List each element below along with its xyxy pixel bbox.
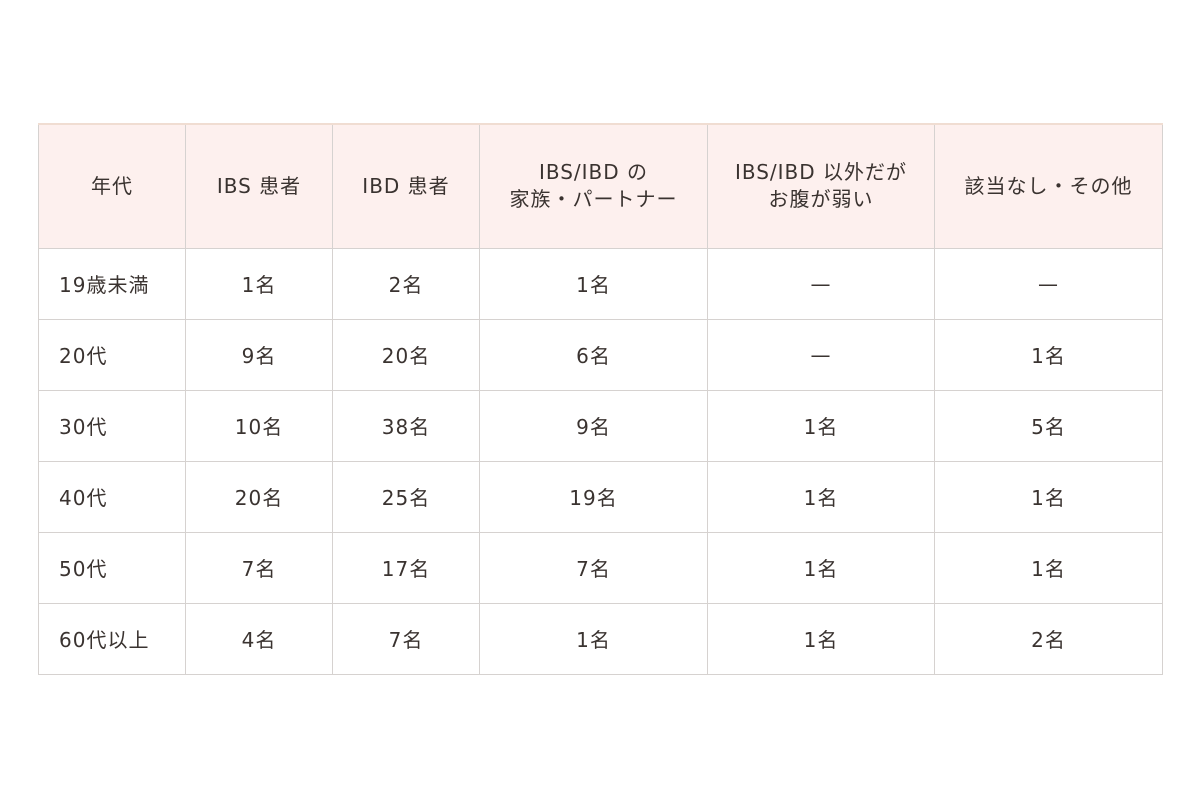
count-cell: — bbox=[934, 247, 1163, 320]
count-cell: 9名 bbox=[479, 389, 708, 462]
count-cell: 7名 bbox=[479, 531, 708, 604]
age-group-cell: 40代 bbox=[38, 460, 186, 533]
count-cell: 1名 bbox=[707, 531, 935, 604]
column-header: 年代 bbox=[38, 123, 186, 249]
column-header-line: 年代 bbox=[91, 173, 133, 198]
count-cell: 1名 bbox=[934, 318, 1163, 391]
column-header: IBD 患者 bbox=[332, 123, 480, 249]
table-body: 19歳未満 1名 2名 1名 — —20代 9名 20名 6名 —1名 30代 10名 38名 9名 1名 5… bbox=[38, 247, 1163, 675]
count-cell: 2名 bbox=[934, 602, 1163, 675]
table-row: 19歳未満 1名 2名 1名 — — bbox=[38, 247, 1163, 320]
count-cell: 1名 bbox=[479, 602, 708, 675]
count-cell: — bbox=[707, 318, 935, 391]
count-cell: 10名 bbox=[185, 389, 333, 462]
table-row: 20代 9名 20名 6名 —1名 bbox=[38, 318, 1163, 391]
count-cell: 1名 bbox=[479, 247, 708, 320]
column-header-line: お腹が弱い bbox=[768, 187, 874, 212]
column-header: IBS/IBD 以外だが お腹が弱い bbox=[707, 123, 935, 249]
count-cell: 1名 bbox=[707, 389, 935, 462]
column-header: IBS/IBD の家族・パートナー bbox=[479, 123, 708, 249]
count-cell: 1名 bbox=[934, 460, 1163, 533]
count-cell: — bbox=[707, 247, 935, 320]
column-header-line: 家族・パートナー bbox=[509, 187, 678, 212]
column-header-line: IBS/IBD の bbox=[538, 160, 649, 185]
count-cell: 20名 bbox=[332, 318, 480, 391]
age-group-cell: 30代 bbox=[38, 389, 186, 462]
column-header: 該当なし・その他 bbox=[934, 123, 1163, 249]
table-row: 60代以上 4名 7名 1名 1名 2名 bbox=[38, 602, 1163, 675]
count-cell: 19名 bbox=[479, 460, 708, 533]
count-cell: 1名 bbox=[707, 460, 935, 533]
column-header-line: IBD 患者 bbox=[362, 173, 450, 198]
count-cell: 38名 bbox=[332, 389, 480, 462]
table-row: 30代 10名 38名 9名 1名 5名 bbox=[38, 389, 1163, 462]
column-header-line: IBS 患者 bbox=[216, 173, 302, 198]
count-cell: 4名 bbox=[185, 602, 333, 675]
count-cell: 1名 bbox=[707, 602, 935, 675]
count-cell: 2名 bbox=[332, 247, 480, 320]
column-header-line: 該当なし・その他 bbox=[964, 173, 1133, 198]
table-header: 年代 IBS 患者 IBD 患者 IBS/IBD の家族・パートナー IBS/IBD 以… bbox=[38, 123, 1163, 249]
age-group-cell: 60代以上 bbox=[38, 602, 186, 675]
count-cell: 6名 bbox=[479, 318, 708, 391]
count-cell: 1名 bbox=[934, 531, 1163, 604]
count-cell: 25名 bbox=[332, 460, 480, 533]
column-header-line: IBS/IBD 以外だが bbox=[734, 160, 908, 185]
count-cell: 7名 bbox=[185, 531, 333, 604]
count-cell: 17名 bbox=[332, 531, 480, 604]
count-cell: 7名 bbox=[332, 602, 480, 675]
count-cell: 9名 bbox=[185, 318, 333, 391]
age-group-table: 年代 IBS 患者 IBD 患者 IBS/IBD の家族・パートナー IBS/IBD 以… bbox=[38, 123, 1163, 675]
table-row: 50代 7名 17名 7名 1名 1名 bbox=[38, 531, 1163, 604]
column-header: IBS 患者 bbox=[185, 123, 333, 249]
count-cell: 20名 bbox=[185, 460, 333, 533]
age-group-cell: 19歳未満 bbox=[38, 247, 186, 320]
age-group-cell: 20代 bbox=[38, 318, 186, 391]
count-cell: 1名 bbox=[185, 247, 333, 320]
count-cell: 5名 bbox=[934, 389, 1163, 462]
age-group-cell: 50代 bbox=[38, 531, 186, 604]
table-row: 40代 20名 25名 19名 1名 1名 bbox=[38, 460, 1163, 533]
